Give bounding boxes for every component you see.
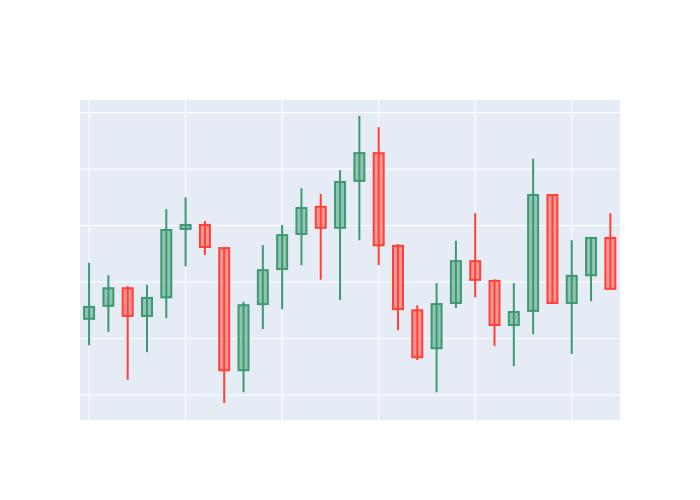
candle-body: [546, 193, 559, 304]
candle-body: [83, 305, 96, 320]
candle-body: [218, 247, 231, 372]
candle-body: [527, 193, 540, 312]
candle-body: [430, 303, 443, 350]
candle-body: [102, 287, 115, 307]
candle-body: [276, 234, 289, 271]
candle-body: [469, 260, 482, 281]
candle-body: [295, 206, 308, 235]
candle-body: [160, 229, 173, 299]
candle-body: [121, 287, 134, 317]
candle-body: [565, 274, 578, 304]
candle-body: [179, 223, 192, 230]
candle-body: [411, 309, 424, 359]
candle-body: [256, 269, 269, 306]
candle-body: [449, 260, 462, 304]
candle-body: [353, 152, 366, 182]
candle-body: [507, 311, 520, 327]
candle-body: [314, 205, 327, 229]
candle-body: [391, 244, 404, 311]
candle-body: [585, 236, 598, 277]
candle-body: [372, 152, 385, 247]
candle-body: [604, 236, 617, 290]
candle-body: [334, 180, 347, 229]
candle-body: [237, 304, 250, 372]
candle-body: [488, 279, 501, 327]
candle-body: [140, 296, 153, 317]
candle-body: [198, 223, 211, 248]
